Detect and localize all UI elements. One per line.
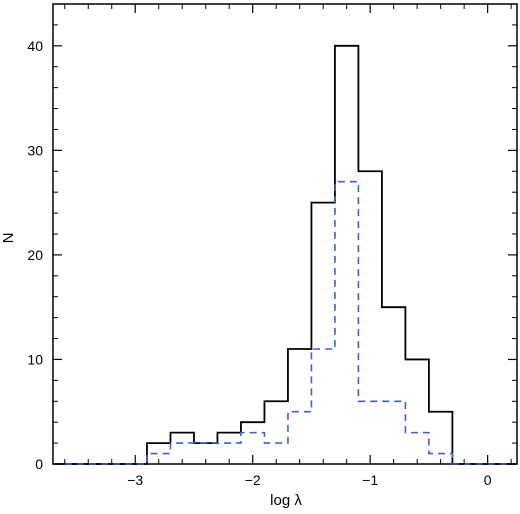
x-tick-label: −2	[245, 472, 261, 488]
y-tick-label: 20	[27, 247, 43, 263]
x-tick-label: 0	[484, 472, 492, 488]
y-axis-label: N	[0, 233, 17, 244]
y-tick-label: 0	[35, 456, 43, 472]
plot-frame	[52, 3, 518, 465]
y-tick-label: 40	[27, 38, 43, 54]
x-tick-label: −1	[362, 472, 378, 488]
y-tick-label: 10	[27, 351, 43, 367]
tick-layer: −3 −2 −1 0 0 10 20 30 40	[27, 3, 517, 488]
x-axis-label: log λ	[270, 492, 302, 509]
y-tick-label: 30	[27, 142, 43, 158]
histogram-series-dashed	[53, 180, 517, 465]
histogram-series-solid	[53, 44, 517, 465]
x-tick-label: −3	[127, 472, 143, 488]
series-layer	[53, 44, 517, 465]
